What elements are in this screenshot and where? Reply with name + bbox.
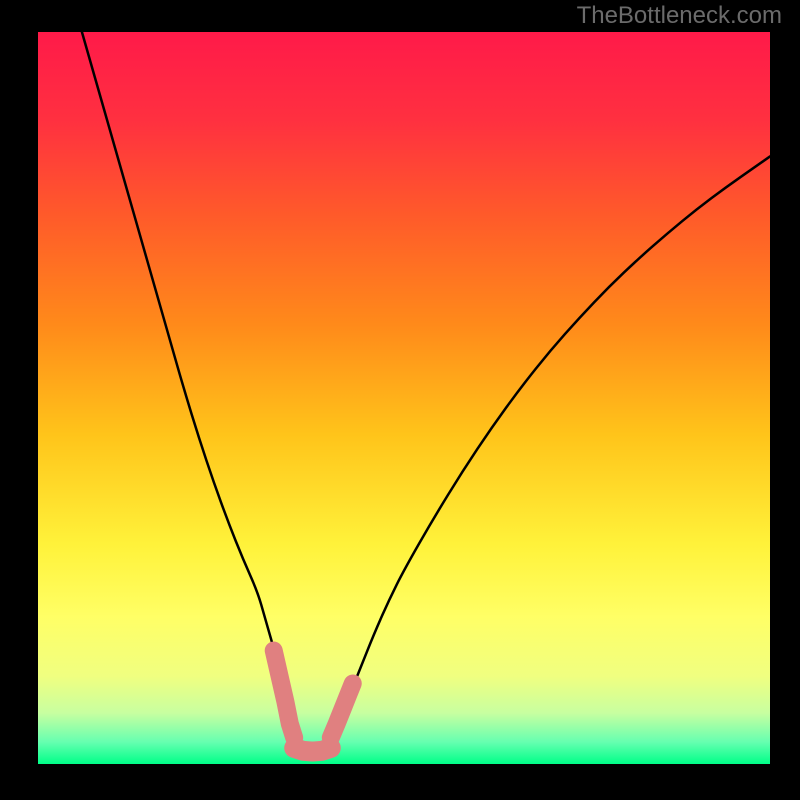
curve-right-branch	[331, 156, 770, 737]
curves-svg	[38, 32, 770, 764]
curve-left-branch	[82, 32, 294, 738]
plot-area	[38, 32, 770, 764]
watermark-text: TheBottleneck.com	[577, 2, 782, 30]
marker-left-tip-markers	[274, 651, 294, 738]
marker-valley-floor-markers	[294, 748, 331, 752]
marker-right-tip-markers	[331, 683, 353, 737]
